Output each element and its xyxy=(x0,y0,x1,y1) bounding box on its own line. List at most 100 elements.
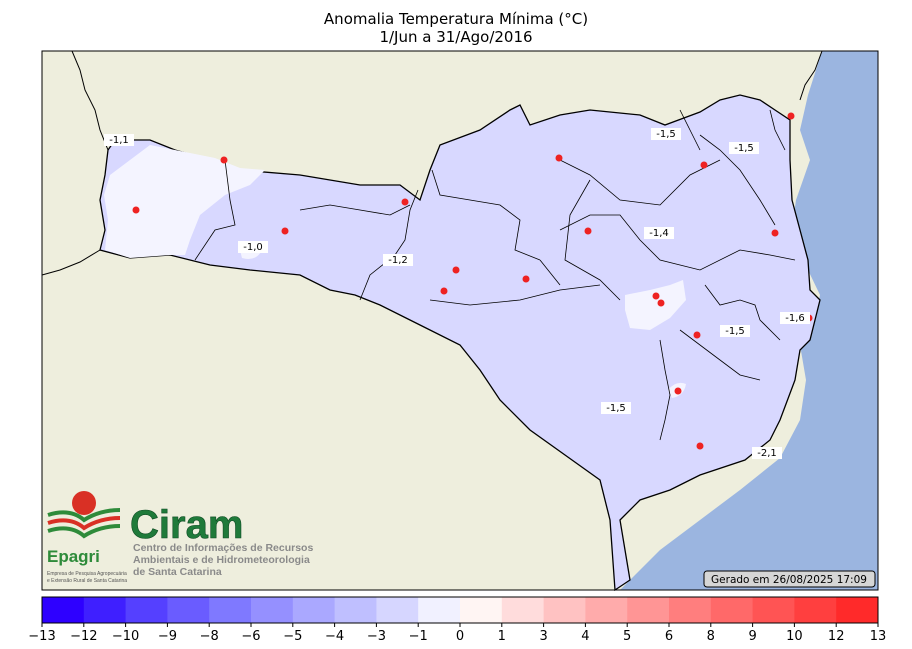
ciram-org-line2: Ambientais e de Hidrometeorologia xyxy=(133,554,310,566)
colorbar-tick-label: −13 xyxy=(28,629,55,644)
colorbar-segment xyxy=(251,597,294,623)
sun-icon xyxy=(72,491,96,515)
colorbar-segment xyxy=(209,597,252,623)
colorbar-tick-label: 0 xyxy=(456,629,464,644)
colorbar-tick-label: 12 xyxy=(828,629,845,644)
colorbar-tick-label: 4 xyxy=(581,629,589,644)
wave-stripe-1 xyxy=(47,508,121,523)
station-marker xyxy=(281,227,289,235)
map-period: 1/Jun a 31/Ago/2016 xyxy=(379,28,533,46)
contour-label: -1,5 xyxy=(734,143,754,154)
contour-label: -1,0 xyxy=(243,242,263,253)
colorbar-tick-label: −8 xyxy=(200,629,219,644)
station-marker xyxy=(693,331,701,339)
colorbar-tick-label: 6 xyxy=(665,629,673,644)
wave-stripe-2 xyxy=(47,516,121,531)
contour-label: -1,5 xyxy=(656,129,676,140)
station-marker xyxy=(555,154,563,162)
colorbar-tick-label: 13 xyxy=(870,629,887,644)
generated-stamp-box xyxy=(703,570,876,588)
map-title: Anomalia Temperatura Mínima (°C) xyxy=(323,10,589,28)
colorbar-tick-label: 3 xyxy=(539,629,547,644)
colorbar-segment xyxy=(543,597,586,623)
colorbar-segment xyxy=(627,597,670,623)
contour-label: -2,1 xyxy=(757,448,777,459)
contour-label: -1,4 xyxy=(649,228,669,239)
colorbar-segment xyxy=(752,597,795,623)
epagri-subtitle-1: Empresa de Pesquisa Agropecuária xyxy=(47,571,127,577)
state-outline xyxy=(99,94,821,592)
colorbar-segment xyxy=(376,597,419,623)
colorbar-tick-label: −12 xyxy=(70,629,97,644)
contour-label-bg xyxy=(752,447,782,459)
station-marker xyxy=(674,387,682,395)
contour-label: -1,6 xyxy=(785,313,805,324)
contour-labels: -1,1 -1,0 -1,2 -1,5 -1,5 -1,4 -1,5 -1,6 -1,5 -2,1 xyxy=(104,128,810,459)
region-boundaries xyxy=(194,109,796,441)
colorbar-tick-label: −6 xyxy=(241,629,260,644)
colorbar-segment xyxy=(585,597,628,623)
colorbar-tick-label: 5 xyxy=(623,629,631,644)
colorbar-segment xyxy=(83,597,127,623)
ocean xyxy=(620,51,878,590)
contour-label: -1,1 xyxy=(109,135,129,146)
ciram-org-line3: de Santa Catarina xyxy=(133,566,222,578)
station-marker xyxy=(771,229,779,237)
epagri-subtitle-2: e Extensão Rural de Santa Catarina xyxy=(47,578,127,584)
light-anomaly-west xyxy=(104,145,265,258)
station-marker xyxy=(696,442,704,450)
station-marker xyxy=(401,198,409,206)
ciram-org-line1: Centro de Informações de Recursos xyxy=(133,542,313,554)
colorbar: −13 −12 −10 −9 −8 −6 −5 −4 −3 −1 0 1 3 4 5 6 8 9 10 12 13 xyxy=(28,596,887,644)
colorbar-tick-label: −10 xyxy=(112,629,139,644)
contour-label-bg xyxy=(104,134,134,146)
colorbar-tick-label: −1 xyxy=(409,629,428,644)
colorbar-segment xyxy=(836,597,879,623)
colorbar-segment xyxy=(292,597,336,623)
colorbar-segment xyxy=(167,597,210,623)
contour-label: -1,5 xyxy=(606,403,626,414)
light-anomaly-spot2 xyxy=(625,280,686,330)
colorbar-tick-label: 1 xyxy=(498,629,506,644)
neighbour-borders xyxy=(41,50,823,276)
contour-label-bg xyxy=(651,128,681,140)
colorbar-segment xyxy=(669,597,712,623)
station-marker xyxy=(452,266,460,274)
colorbar-segment xyxy=(460,597,503,623)
colorbar-tick-label: 9 xyxy=(748,629,756,644)
colorbar-segment xyxy=(710,597,754,623)
station-marker xyxy=(787,112,795,120)
contour-label-bg xyxy=(729,142,759,154)
contour-label: -1,5 xyxy=(725,326,745,337)
colorbar-tick-label: 8 xyxy=(707,629,715,644)
colorbar-segment xyxy=(42,597,85,623)
contour-label-bg xyxy=(238,241,268,253)
station-marker xyxy=(132,206,140,214)
colorbar-segment xyxy=(794,597,837,623)
generated-stamp: Gerado em 26/08/2025 17:09 xyxy=(711,574,867,586)
colorbar-tick-label: −5 xyxy=(283,629,302,644)
contour-label-bg xyxy=(383,254,413,266)
colorbar-segment xyxy=(501,597,545,623)
colorbar-tick-label: −4 xyxy=(325,629,344,644)
colorbar-tick-label: 10 xyxy=(786,629,803,644)
contour-label-bg xyxy=(720,325,750,337)
colorbar-tick-label: −9 xyxy=(158,629,177,644)
colorbar-tick-label: −3 xyxy=(367,629,386,644)
contour-label-bg xyxy=(780,312,810,324)
epagri-ciram-logo: Epagri Empresa de Pesquisa Agropecuária … xyxy=(47,491,313,584)
station-marker xyxy=(440,287,448,295)
station-markers xyxy=(132,112,813,450)
station-marker xyxy=(220,156,228,164)
station-marker xyxy=(522,275,530,283)
contour-label-bg xyxy=(601,402,631,414)
contour-label-bg xyxy=(644,227,674,239)
colorbar-segment xyxy=(334,597,377,623)
ciram-wordmark: Ciram xyxy=(130,503,243,547)
colorbar-segment xyxy=(125,597,168,623)
station-marker xyxy=(700,161,708,169)
epagri-wordmark: Epagri xyxy=(47,547,100,566)
wave-stripe-3 xyxy=(47,524,121,539)
station-marker xyxy=(652,292,660,300)
